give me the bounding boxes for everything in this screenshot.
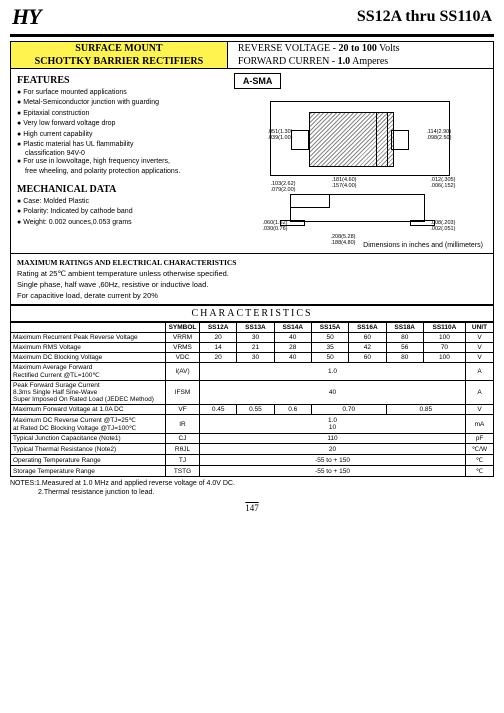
dimension-label: .008(.203).002(.051) (430, 221, 455, 232)
features-heading: FEATURES (17, 75, 222, 86)
dimension-label: .103(2.62).079(2.00) (270, 182, 295, 193)
feature-item: Metal-Semiconductor junction with guardi… (17, 98, 222, 108)
feature-item: Plastic material has UL flammability (17, 140, 222, 150)
characteristics-title: CHARACTERISTICS (10, 306, 494, 322)
dimension-label: .051(1.30).039(1.00) (267, 130, 292, 141)
feature-item: For surface mounted applications (17, 88, 222, 98)
page-number: 147 (0, 503, 504, 513)
page-title: SS12A thru SS110A (357, 8, 492, 26)
feature-item: Very low forward voltage drop (17, 119, 222, 129)
dimension-label: .208(5.28).188(4.80) (330, 235, 355, 246)
ratings-summary: REVERSE VOLTAGE - 20 to 100 Volts FORWAR… (228, 42, 493, 69)
feature-item-cont: classification 94V-0 (17, 150, 222, 157)
dimension-unit-note: Dimensions in inches and (millimeters) (234, 240, 487, 249)
ratings-heading: MAXIMUM RATINGS AND ELECTRICAL CHARACTER… (17, 257, 487, 268)
mech-item: Polarity: Indicated by cathode band (17, 207, 222, 217)
package-label: A-SMA (234, 73, 282, 89)
package-top-view-diagram: .051(1.30).039(1.00) .114(2.90).098(2.50… (270, 101, 450, 176)
dimension-label: .012(.305).006(.152) (430, 178, 455, 189)
mech-item: Weight: 0.002 ounces,0.053 grams (17, 218, 222, 228)
ratings-section: MAXIMUM RATINGS AND ELECTRICAL CHARACTER… (11, 254, 493, 305)
feature-item: For use in lowvoltage, high frequency in… (17, 157, 222, 167)
dimension-label: .060(1.52).030(0.76) (262, 221, 287, 232)
mechanical-heading: MECHANICAL DATA (17, 184, 222, 195)
manufacturer-logo: HY (12, 4, 41, 30)
feature-item-cont: free wheeling, and polarity protection a… (17, 168, 222, 175)
product-category-header: SURFACE MOUNT SCHOTTKY BARRIER RECTIFIER… (11, 42, 228, 69)
dimension-label: .114(2.90).098(2.50) (426, 130, 451, 141)
package-side-view-diagram: .103(2.62).079(2.00) .060(1.52).030(0.76… (270, 186, 450, 236)
divider (10, 34, 494, 37)
datasheet-frame: SURFACE MOUNT SCHOTTKY BARRIER RECTIFIER… (10, 41, 494, 306)
feature-item: High current capability (17, 130, 222, 140)
characteristics-table: SYMBOLSS12ASS13ASS14ASS15ASS16ASS18ASS11… (10, 322, 494, 477)
feature-item: Epitaxial construction (17, 109, 222, 119)
mech-item: Case: Molded Plastic (17, 197, 222, 207)
table-notes: NOTES:1.Measured at 1.0 MHz and applied … (10, 479, 494, 497)
